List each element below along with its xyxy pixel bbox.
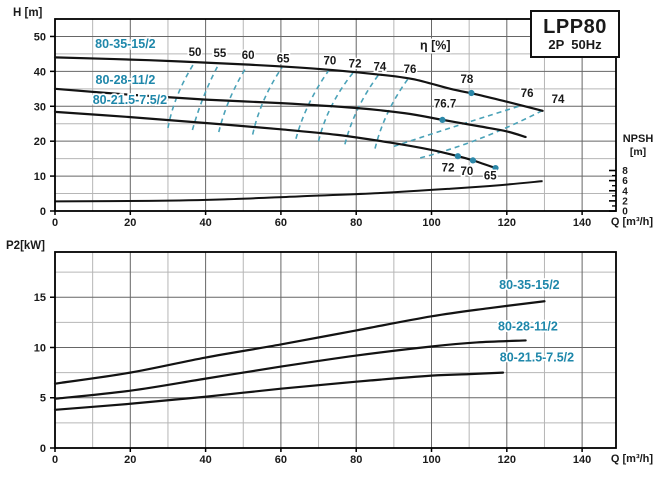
- pump-model-label-80-28-11-2: 80-28-11/2: [96, 73, 156, 87]
- efficiency-point-label: 65: [484, 171, 497, 183]
- npsh-tick-label: 2: [622, 196, 628, 207]
- plot-frame: [54, 18, 617, 212]
- efficiency-value-label: 50: [189, 47, 202, 59]
- efficiency-value-label: 70: [323, 56, 336, 68]
- curve-80-28-11-2: [53, 87, 527, 139]
- y-tick-label: 50: [34, 31, 46, 43]
- best-efficiency-dot: [439, 116, 446, 123]
- x-tick-label: 100: [422, 217, 440, 229]
- y-tick-label: 10: [34, 171, 46, 183]
- pump-model-label-80-35-15-2: 80-35-15/2: [95, 37, 156, 51]
- curve-80-21-5-7-5-2: [53, 371, 505, 411]
- x-tick-label: 100: [422, 454, 440, 466]
- y-tick-label: 40: [34, 66, 46, 78]
- x-axis-label-power-flow: Q [m³/h]: [611, 453, 653, 465]
- x-axis-label-head-flow: Q [m³/h]: [611, 216, 653, 228]
- x-tick-label: 80: [350, 454, 362, 466]
- npsh-axis-unit: [m]: [630, 146, 646, 158]
- pole-frequency: 2P 50Hz: [548, 36, 602, 52]
- efficiency-value-label: 55: [214, 48, 227, 60]
- efficiency-point-label: 72: [442, 163, 455, 175]
- y-axis-label-power-flow: P2[kW]: [6, 240, 45, 252]
- y-tick-label: 20: [34, 136, 46, 148]
- x-tick-label: 120: [498, 454, 516, 466]
- efficiency-value-label: 65: [277, 53, 290, 65]
- x-tick-label: 20: [124, 454, 136, 466]
- npsh-tick-label: 6: [622, 176, 628, 187]
- pump-model-label-80-21-5-7-5-2: 80-21.5-7.5/2: [500, 351, 574, 365]
- x-tick-label: 120: [498, 217, 516, 229]
- curve-80-21-5-7-5-2: [53, 110, 497, 170]
- y-tick-label: 0: [40, 206, 46, 218]
- pump-model-label-80-28-11-2: 80-28-11/2: [498, 319, 558, 333]
- y-axis-label-head-flow: H [m]: [13, 7, 43, 19]
- eta-axis-label: η [%]: [420, 39, 451, 53]
- x-tick-label: 60: [275, 217, 287, 229]
- best-efficiency-dot: [492, 164, 499, 172]
- curve-80-28-11-2: [53, 339, 527, 400]
- model-title-box: LPP80 2P 50Hz: [530, 10, 620, 58]
- pump-model-label-80-35-15-2: 80-35-15/2: [499, 278, 560, 292]
- model-name: LPP80: [543, 15, 607, 38]
- curve-80-35-15-2: [53, 56, 544, 112]
- y-tick-label: 30: [34, 101, 46, 113]
- y-tick-label: 10: [34, 342, 46, 354]
- y-tick-label: 15: [34, 292, 46, 304]
- efficiency-value-label: 60: [242, 50, 255, 62]
- efficiency-point-label: 76: [521, 88, 534, 100]
- x-tick-label: 0: [52, 454, 58, 466]
- efficiency-contour-55: [191, 64, 220, 131]
- curve-80-35-15-2: [53, 300, 546, 385]
- efficiency-point-label: 74: [552, 94, 565, 106]
- efficiency-point-label: 76.7: [434, 98, 456, 110]
- efficiency-contour-60: [218, 65, 248, 133]
- best-efficiency-dot: [468, 89, 475, 97]
- efficiency-value-label: 72: [349, 59, 362, 71]
- x-tick-label: 40: [199, 454, 211, 466]
- best-efficiency-dot: [454, 153, 461, 160]
- x-tick-label: 0: [52, 217, 58, 229]
- efficiency-contour-70: [295, 69, 330, 139]
- npsh-curve: [54, 180, 543, 203]
- x-tick-label: 80: [350, 217, 362, 229]
- efficiency-point-label: 70: [461, 166, 474, 178]
- efficiency-point-label: 78: [461, 74, 474, 86]
- y-tick-label: 0: [40, 443, 46, 455]
- efficiency-contour: [393, 105, 521, 148]
- efficiency-value-label: 74: [374, 62, 387, 74]
- npsh-axis-label: NPSH: [623, 133, 654, 145]
- plot-frame: [54, 251, 617, 449]
- npsh-tick-label: 8: [622, 166, 628, 177]
- x-tick-label: 20: [124, 217, 136, 229]
- x-tick-label: 40: [199, 217, 211, 229]
- y-tick-label: 5: [40, 393, 46, 405]
- pump-model-label-80-21-5-7-5-2: 80-21.5-7.5/2: [93, 93, 167, 107]
- npsh-tick-label: 0: [622, 207, 628, 218]
- best-efficiency-dot: [469, 157, 477, 164]
- efficiency-contour: [420, 110, 543, 159]
- x-tick-label: 60: [275, 454, 287, 466]
- efficiency-contour-65: [251, 67, 283, 135]
- x-tick-label: 140: [573, 454, 591, 466]
- efficiency-value-label: 76: [404, 64, 417, 76]
- efficiency-contour-50: [167, 63, 195, 129]
- npsh-tick-label: 4: [622, 186, 628, 197]
- x-tick-label: 140: [573, 217, 591, 229]
